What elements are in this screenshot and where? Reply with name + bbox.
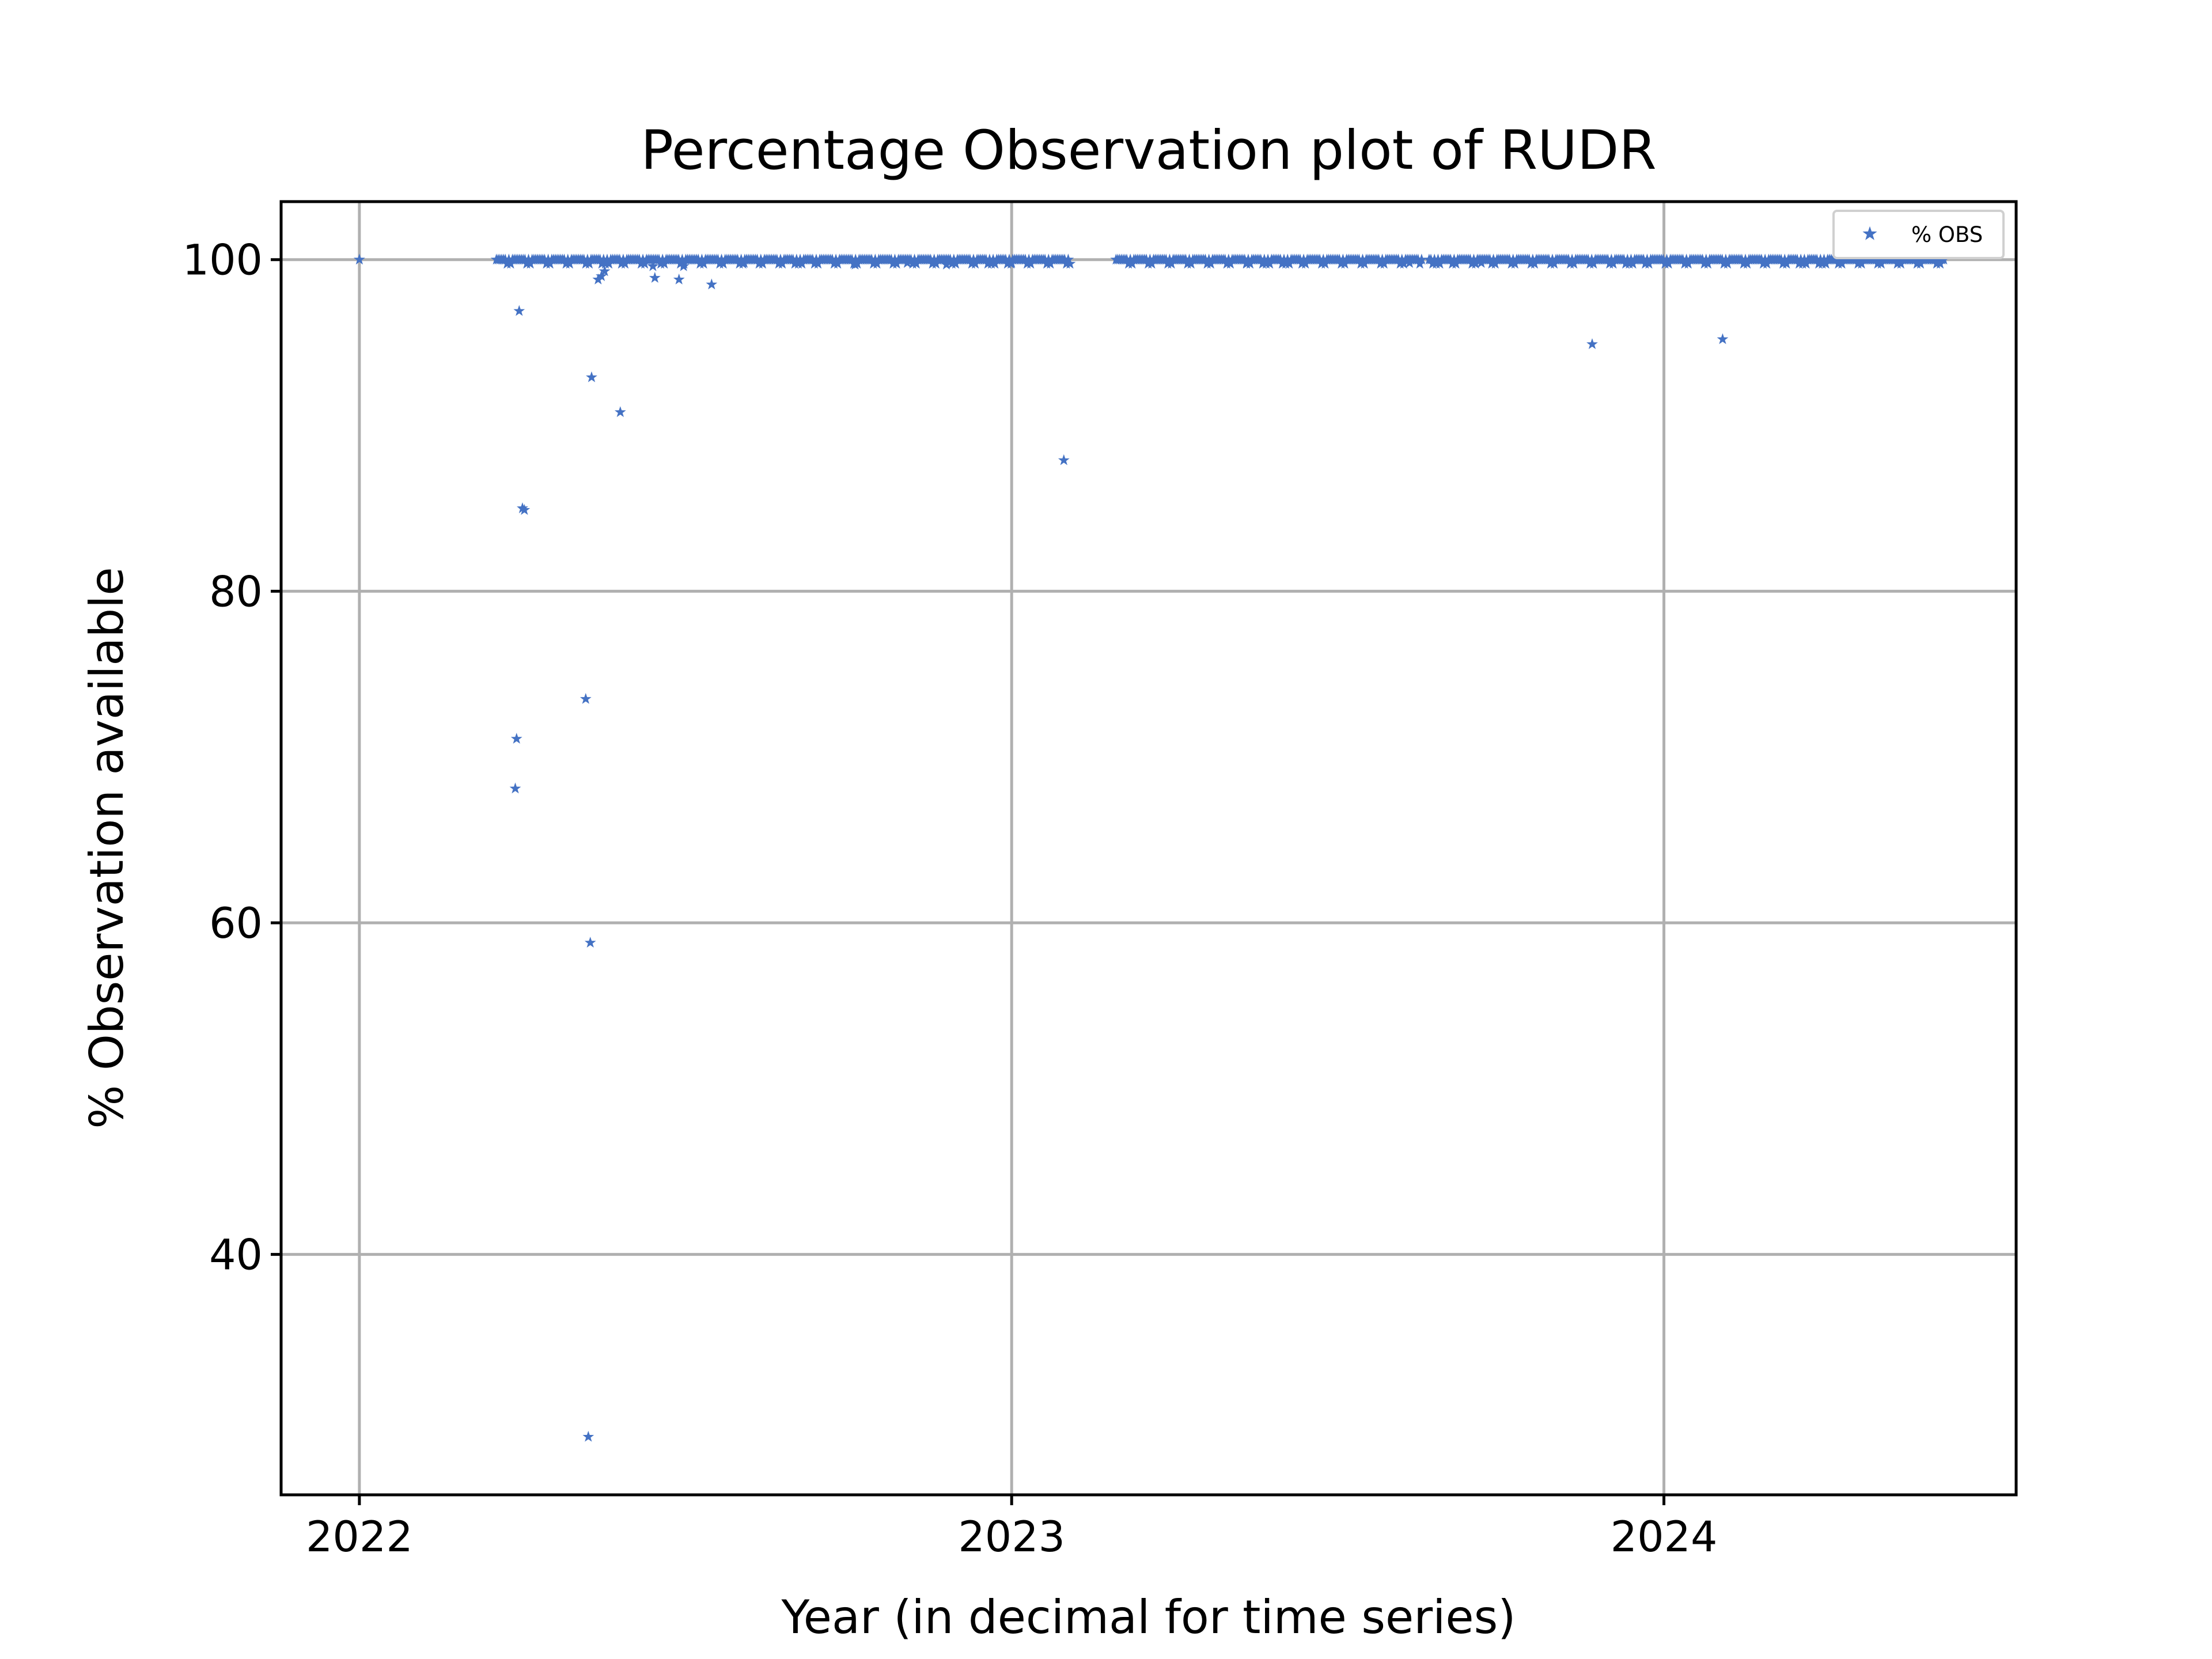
y-axis-label: % Observation available xyxy=(80,567,134,1128)
legend: % OBS xyxy=(1832,210,2005,259)
y-tick-label: 60 xyxy=(209,899,263,948)
y-tick-label: 80 xyxy=(209,567,263,616)
legend-box xyxy=(1832,210,2005,259)
x-tick-label: 2024 xyxy=(1611,1513,1718,1562)
y-tick-label: 100 xyxy=(183,236,263,285)
chart-title: Percentage Observation plot of RUDR xyxy=(641,119,1656,182)
x-axis-label: Year (in decimal for time series) xyxy=(781,1590,1516,1644)
legend-label: % OBS xyxy=(1911,222,1983,247)
y-tick-label: 40 xyxy=(209,1231,263,1280)
x-tick-label: 2023 xyxy=(958,1513,1065,1562)
x-tick-label: 2022 xyxy=(306,1513,413,1562)
plot-frame xyxy=(279,200,2018,1497)
axis-ticks: 2022 2023 2024 40 60 80 100 xyxy=(183,236,1718,1562)
